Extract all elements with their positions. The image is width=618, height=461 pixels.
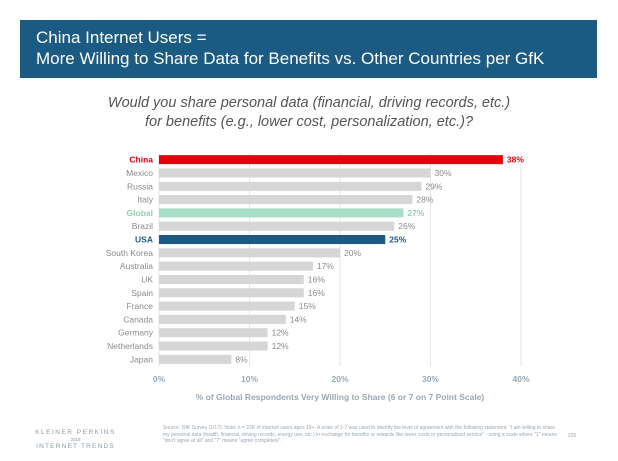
value-label: 26% xyxy=(398,221,415,231)
x-tick-label: 20% xyxy=(331,374,348,384)
page-number: 225 xyxy=(568,433,577,439)
category-label: Canada xyxy=(123,314,153,324)
category-label: China xyxy=(129,155,153,165)
category-label: France xyxy=(127,301,154,311)
category-label: Italy xyxy=(137,195,153,205)
value-label: 16% xyxy=(308,274,325,284)
question-line2: for benefits (e.g., lower cost, personal… xyxy=(144,114,474,130)
bar xyxy=(159,208,404,218)
value-label: 20% xyxy=(344,248,361,258)
x-tick-label: 10% xyxy=(241,374,258,384)
bar xyxy=(159,221,395,231)
logo: KLEINER PERKINS 2018 INTERNET TRENDS xyxy=(28,428,123,451)
slide-title-line2: More Willing to Share Data for Benefits … xyxy=(36,49,545,68)
logo-line2: 2018 xyxy=(70,437,81,442)
value-label: 30% xyxy=(435,168,452,178)
bar xyxy=(159,168,431,178)
bar xyxy=(159,314,286,324)
value-label: 28% xyxy=(416,195,433,205)
bar xyxy=(159,235,386,245)
bar xyxy=(159,328,268,338)
bar xyxy=(159,261,313,271)
bar xyxy=(159,288,304,298)
value-label: 15% xyxy=(299,301,316,311)
bar xyxy=(159,354,232,364)
category-label: Global xyxy=(127,208,153,218)
value-label: 16% xyxy=(308,288,325,298)
value-label: 12% xyxy=(272,341,289,351)
slide-title-line1: China Internet Users = xyxy=(36,28,207,47)
value-label: 12% xyxy=(272,328,289,338)
category-label: USA xyxy=(135,235,153,245)
x-tick-label: 40% xyxy=(512,374,529,384)
question-line1: Would you share personal data (financial… xyxy=(107,95,511,111)
x-tick-label: 0% xyxy=(153,374,166,384)
bar xyxy=(159,341,268,351)
bar xyxy=(159,274,304,284)
bar xyxy=(159,155,503,165)
bar xyxy=(159,301,295,311)
source-note: Source: GfK Survey (1/17). Note: n = 22K… xyxy=(163,425,557,444)
x-tick-label: 30% xyxy=(422,374,439,384)
category-label: Japan xyxy=(130,354,153,364)
bar xyxy=(159,248,340,258)
category-label: Russia xyxy=(127,181,153,191)
value-label: 25% xyxy=(389,235,406,245)
logo-line1: KLEINER PERKINS xyxy=(35,429,116,436)
x-axis-label: % of Global Respondents Very Willing to … xyxy=(196,392,485,402)
category-label: South Korea xyxy=(106,248,154,258)
category-label: Mexico xyxy=(126,168,153,178)
bar xyxy=(159,195,413,205)
value-label: 27% xyxy=(407,208,424,218)
category-label: Netherlands xyxy=(107,341,153,351)
title-band: China Internet Users = More Willing to S… xyxy=(20,20,597,78)
value-label: 29% xyxy=(425,181,442,191)
category-label: Spain xyxy=(131,288,153,298)
category-label: Brazil xyxy=(132,221,153,231)
value-label: 14% xyxy=(290,314,307,324)
value-label: 8% xyxy=(235,354,248,364)
bar xyxy=(159,181,422,191)
category-label: Australia xyxy=(120,261,153,271)
value-label: 38% xyxy=(507,155,524,165)
category-label: UK xyxy=(141,274,153,284)
survey-question: Would you share personal data (financial… xyxy=(0,94,618,132)
value-label: 17% xyxy=(317,261,334,271)
logo-line3: INTERNET TRENDS xyxy=(36,443,115,450)
category-label: Germany xyxy=(118,328,154,338)
